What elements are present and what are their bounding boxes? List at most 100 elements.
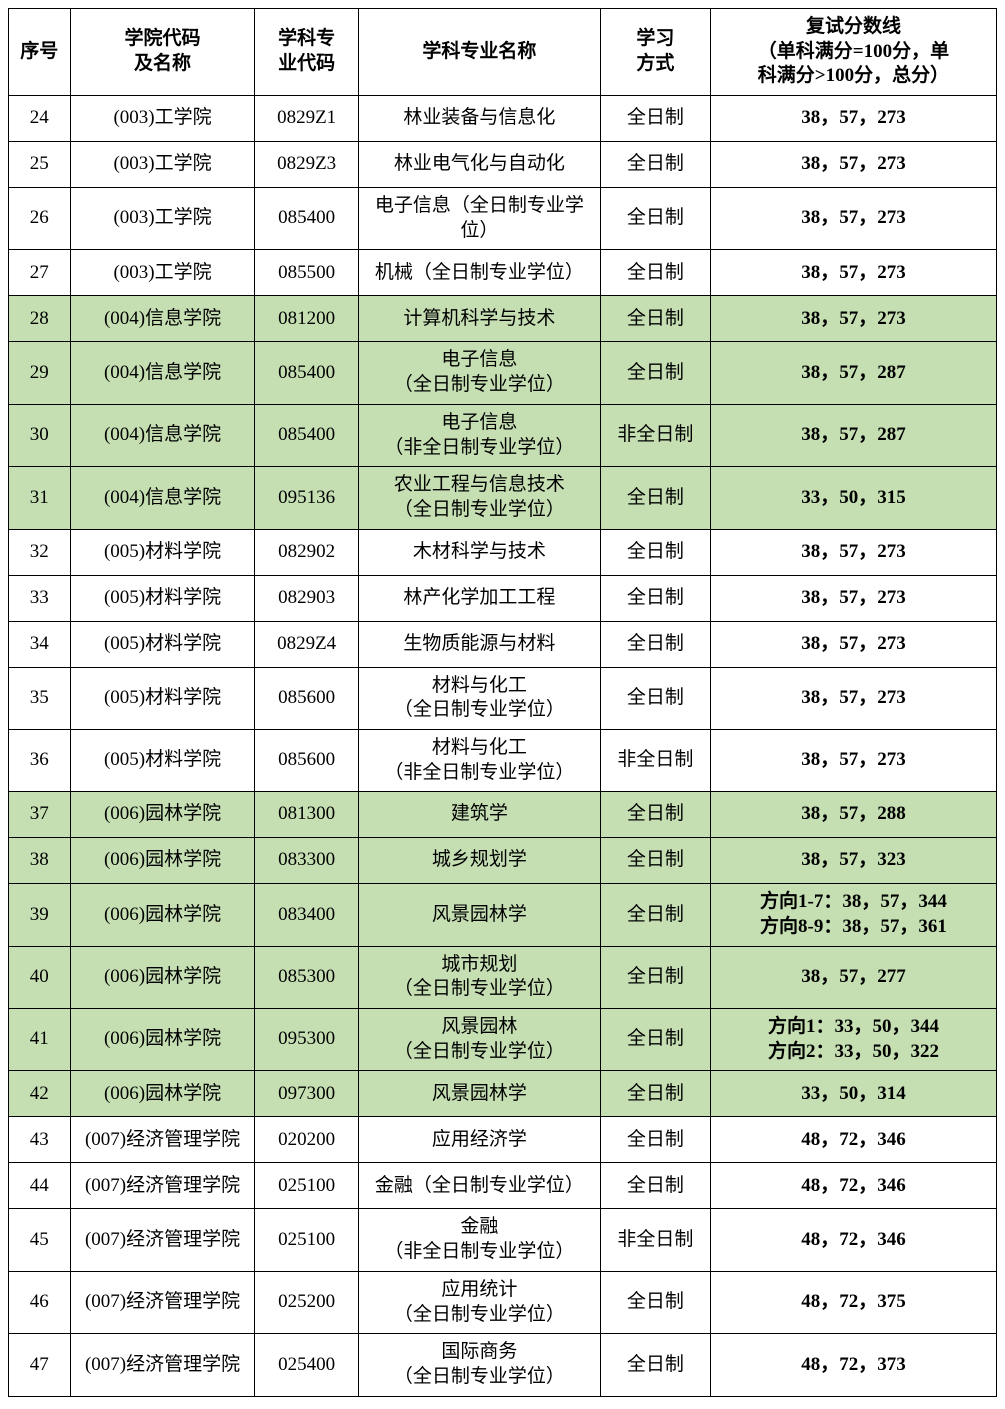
cell-study: 全日制 <box>600 884 710 946</box>
table-row: 41(006)园林学院095300风景园林 （全日制专业学位）全日制方向1：33… <box>9 1009 997 1071</box>
header-seq: 序号 <box>9 9 71 96</box>
cell-seq: 33 <box>9 575 71 621</box>
cell-code: 0829Z3 <box>255 142 358 188</box>
cell-study: 全日制 <box>600 1334 710 1396</box>
cell-study: 全日制 <box>600 342 710 404</box>
cell-study: 全日制 <box>600 1071 710 1117</box>
cell-code: 025100 <box>255 1163 358 1209</box>
cell-seq: 45 <box>9 1209 71 1271</box>
header-study: 学习 方式 <box>600 9 710 96</box>
cell-college: (006)园林学院 <box>70 1009 255 1071</box>
table-row: 25(003)工学院0829Z3林业电气化与自动化全日制38，57，273 <box>9 142 997 188</box>
cell-college: (007)经济管理学院 <box>70 1334 255 1396</box>
cell-major: 机械（全日制专业学位） <box>358 250 600 296</box>
cell-seq: 34 <box>9 621 71 667</box>
cell-score: 38，57，273 <box>710 575 996 621</box>
cell-score: 48，72，346 <box>710 1117 996 1163</box>
cell-seq: 37 <box>9 792 71 838</box>
cell-major: 木材科学与技术 <box>358 529 600 575</box>
table-row: 39(006)园林学院083400风景园林学全日制方向1-7：38，57，344… <box>9 884 997 946</box>
table-row: 27(003)工学院085500机械（全日制专业学位）全日制38，57，273 <box>9 250 997 296</box>
cell-score: 38，57，273 <box>710 621 996 667</box>
cell-seq: 43 <box>9 1117 71 1163</box>
cell-code: 025400 <box>255 1334 358 1396</box>
admission-score-table: 序号 学院代码 及名称 学科专 业代码 学科专业名称 学习 方式 复试分数线 （… <box>8 8 997 1397</box>
cell-college: (003)工学院 <box>70 142 255 188</box>
cell-college: (007)经济管理学院 <box>70 1209 255 1271</box>
cell-code: 025100 <box>255 1209 358 1271</box>
cell-study: 全日制 <box>600 467 710 529</box>
cell-seq: 41 <box>9 1009 71 1071</box>
cell-code: 085300 <box>255 946 358 1008</box>
table-row: 33(005)材料学院082903林产化学加工工程全日制38，57，273 <box>9 575 997 621</box>
cell-major: 金融 （非全日制专业学位） <box>358 1209 600 1271</box>
cell-score: 方向1：33，50，344 方向2：33，50，322 <box>710 1009 996 1071</box>
cell-study: 全日制 <box>600 529 710 575</box>
cell-score: 38，57，273 <box>710 250 996 296</box>
cell-seq: 32 <box>9 529 71 575</box>
cell-score: 38，57，273 <box>710 729 996 791</box>
cell-seq: 42 <box>9 1071 71 1117</box>
cell-study: 全日制 <box>600 1117 710 1163</box>
cell-code: 083400 <box>255 884 358 946</box>
table-row: 38(006)园林学院083300城乡规划学全日制38，57，323 <box>9 838 997 884</box>
cell-code: 085600 <box>255 729 358 791</box>
cell-college: (003)工学院 <box>70 188 255 250</box>
cell-major: 城乡规划学 <box>358 838 600 884</box>
cell-seq: 30 <box>9 404 71 466</box>
cell-major: 风景园林学 <box>358 884 600 946</box>
table-body: 24(003)工学院0829Z1林业装备与信息化全日制38，57，27325(0… <box>9 96 997 1397</box>
cell-score: 38，57，287 <box>710 342 996 404</box>
cell-college: (005)材料学院 <box>70 575 255 621</box>
table-row: 26(003)工学院085400电子信息（全日制专业学 位）全日制38，57，2… <box>9 188 997 250</box>
cell-study: 全日制 <box>600 296 710 342</box>
table-row: 46(007)经济管理学院025200应用统计 （全日制专业学位）全日制48，7… <box>9 1271 997 1333</box>
cell-study: 全日制 <box>600 1163 710 1209</box>
cell-seq: 28 <box>9 296 71 342</box>
cell-score: 38，57，273 <box>710 667 996 729</box>
cell-code: 085500 <box>255 250 358 296</box>
table-row: 28(004)信息学院081200计算机科学与技术全日制38，57，273 <box>9 296 997 342</box>
cell-seq: 35 <box>9 667 71 729</box>
cell-seq: 40 <box>9 946 71 1008</box>
cell-major: 金融（全日制专业学位） <box>358 1163 600 1209</box>
cell-major: 生物质能源与材料 <box>358 621 600 667</box>
cell-study: 非全日制 <box>600 729 710 791</box>
cell-code: 020200 <box>255 1117 358 1163</box>
cell-score: 38，57，273 <box>710 188 996 250</box>
table-row: 36(005)材料学院085600材料与化工 （非全日制专业学位）非全日制38，… <box>9 729 997 791</box>
cell-score: 38，57，323 <box>710 838 996 884</box>
header-college: 学院代码 及名称 <box>70 9 255 96</box>
cell-code: 082903 <box>255 575 358 621</box>
cell-score: 48，72，373 <box>710 1334 996 1396</box>
cell-score: 38，57，273 <box>710 296 996 342</box>
cell-major: 农业工程与信息技术 （全日制专业学位） <box>358 467 600 529</box>
cell-major: 应用经济学 <box>358 1117 600 1163</box>
cell-code: 0829Z4 <box>255 621 358 667</box>
cell-score: 38，57，273 <box>710 142 996 188</box>
cell-major: 材料与化工 （全日制专业学位） <box>358 667 600 729</box>
cell-college: (006)园林学院 <box>70 946 255 1008</box>
cell-major: 应用统计 （全日制专业学位） <box>358 1271 600 1333</box>
cell-code: 097300 <box>255 1071 358 1117</box>
cell-seq: 31 <box>9 467 71 529</box>
cell-seq: 44 <box>9 1163 71 1209</box>
cell-study: 全日制 <box>600 142 710 188</box>
table-row: 43(007)经济管理学院020200应用经济学全日制48，72，346 <box>9 1117 997 1163</box>
cell-study: 非全日制 <box>600 1209 710 1271</box>
table-header: 序号 学院代码 及名称 学科专 业代码 学科专业名称 学习 方式 复试分数线 （… <box>9 9 997 96</box>
cell-college: (005)材料学院 <box>70 667 255 729</box>
cell-college: (007)经济管理学院 <box>70 1117 255 1163</box>
cell-study: 全日制 <box>600 1271 710 1333</box>
table-row: 42(006)园林学院097300风景园林学全日制33，50，314 <box>9 1071 997 1117</box>
cell-major: 林业装备与信息化 <box>358 96 600 142</box>
cell-college: (006)园林学院 <box>70 1071 255 1117</box>
cell-study: 全日制 <box>600 946 710 1008</box>
table-row: 29(004)信息学院085400电子信息 （全日制专业学位）全日制38，57，… <box>9 342 997 404</box>
cell-code: 081200 <box>255 296 358 342</box>
cell-college: (006)园林学院 <box>70 884 255 946</box>
cell-study: 全日制 <box>600 667 710 729</box>
cell-major: 国际商务 （全日制专业学位） <box>358 1334 600 1396</box>
cell-score: 38，57，273 <box>710 96 996 142</box>
cell-score: 48，72，346 <box>710 1209 996 1271</box>
